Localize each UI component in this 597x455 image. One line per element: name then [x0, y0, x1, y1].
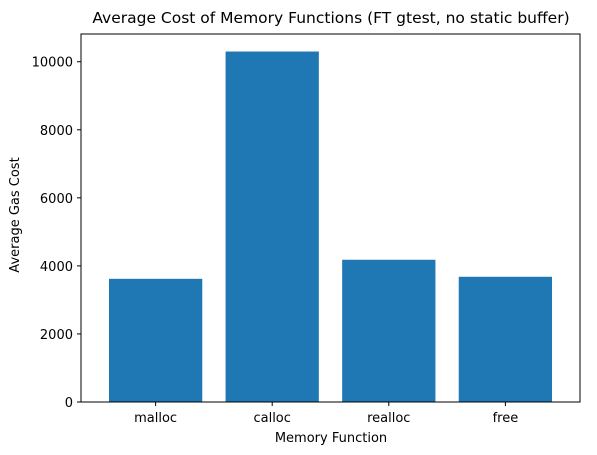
- y-tick-label: 4000: [40, 260, 73, 275]
- bar-free: [458, 276, 553, 402]
- y-axis-label: Average Gas Cost: [8, 157, 23, 272]
- y-tick-label: 10000: [32, 56, 73, 71]
- bar-malloc: [108, 278, 203, 402]
- bar-calloc: [225, 51, 319, 403]
- x-axis-ticks: malloc calloc realloc free: [134, 402, 518, 426]
- x-tick-label: free: [493, 411, 519, 426]
- chart-title: Average Cost of Memory Functions (FT gte…: [92, 9, 569, 27]
- y-tick-label: 8000: [40, 124, 73, 139]
- plot-frame: [80, 33, 581, 403]
- x-tick-label: malloc: [134, 411, 177, 426]
- x-axis-label: Memory Function: [275, 431, 387, 446]
- bars-group: [108, 51, 553, 403]
- y-axis-ticks: 0 2000 4000 6000 8000 10000: [32, 56, 81, 411]
- y-tick-label: 0: [65, 396, 73, 411]
- x-tick-label: realloc: [367, 411, 410, 426]
- y-tick-label: 6000: [40, 192, 73, 207]
- bar-realloc: [342, 259, 436, 402]
- y-tick-label: 2000: [40, 328, 73, 343]
- x-tick-label: calloc: [253, 411, 290, 426]
